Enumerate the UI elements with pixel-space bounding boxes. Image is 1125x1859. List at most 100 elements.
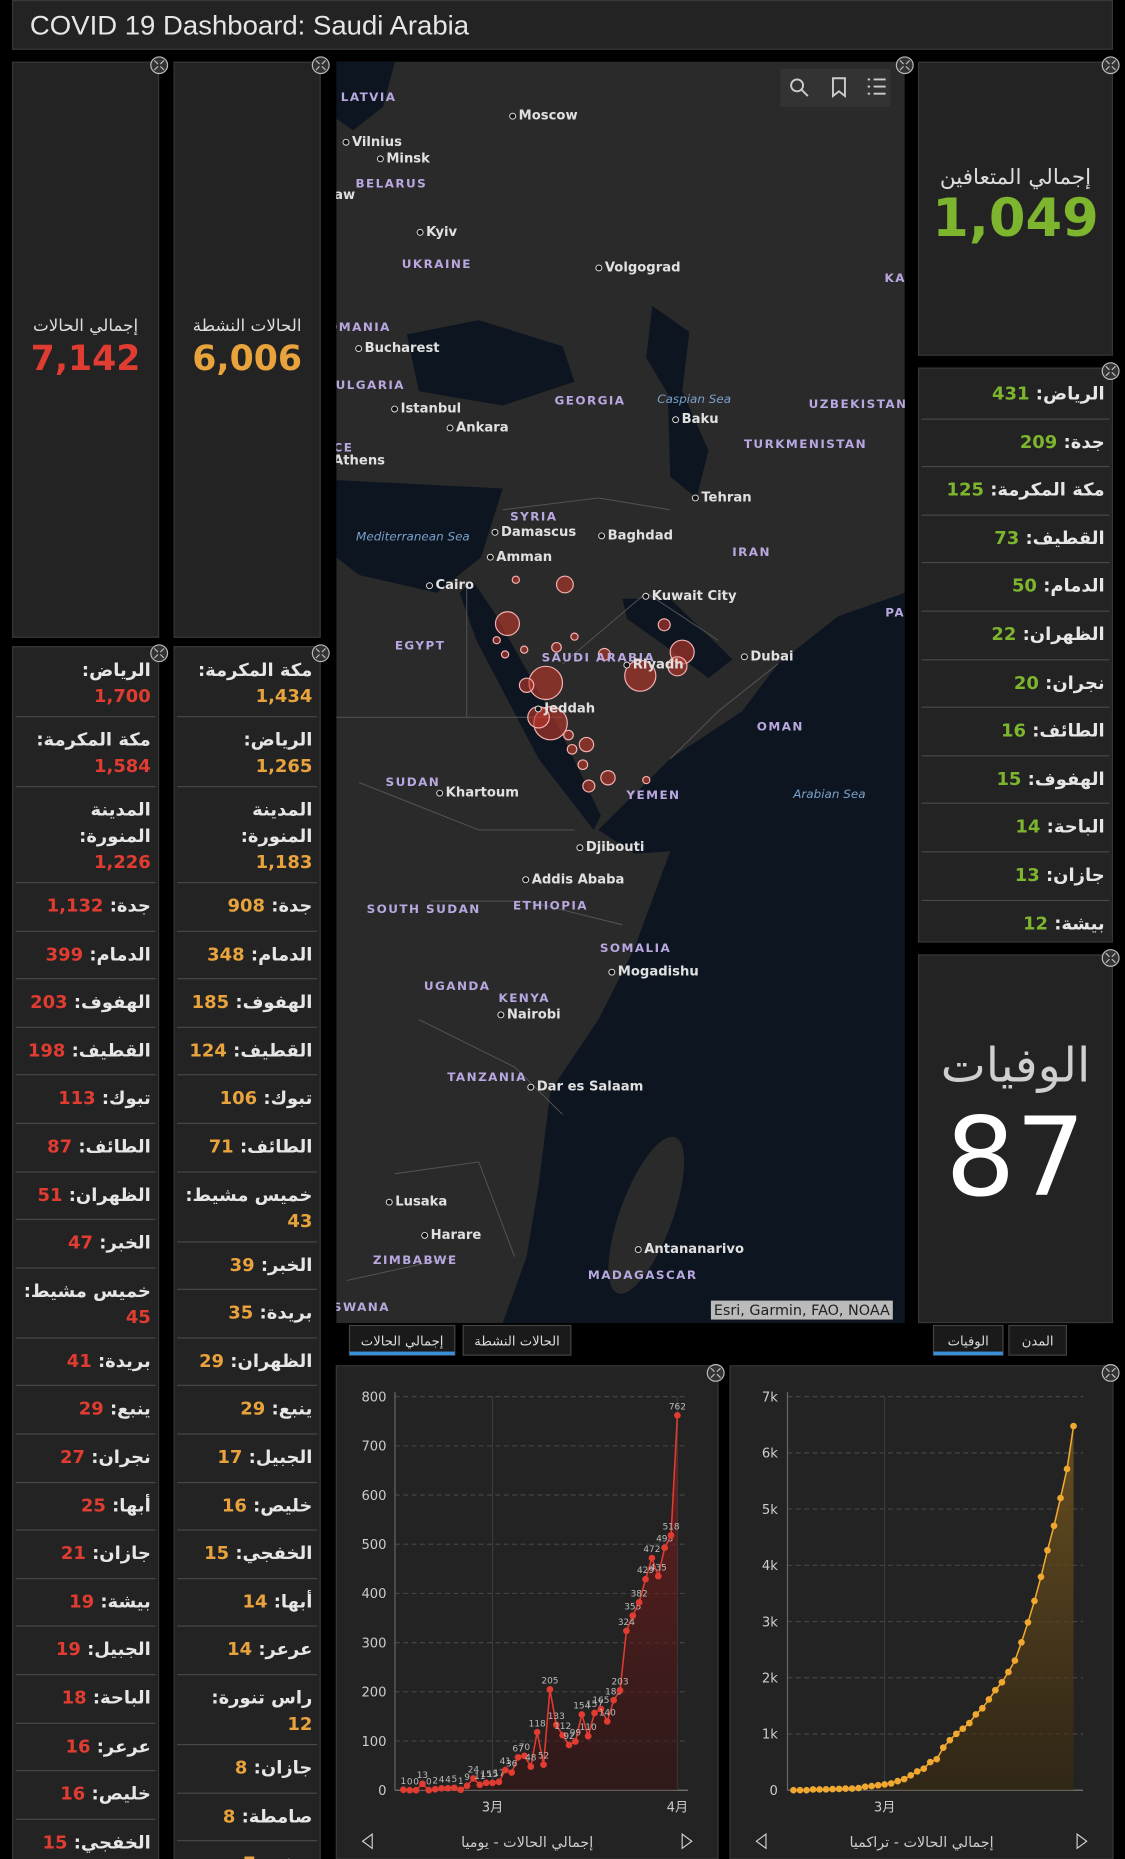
point[interactable] bbox=[546, 1686, 554, 1693]
point[interactable] bbox=[406, 1786, 414, 1794]
point[interactable] bbox=[661, 1544, 668, 1551]
expand-button[interactable] bbox=[150, 56, 169, 75]
point[interactable] bbox=[933, 1755, 941, 1763]
point[interactable] bbox=[894, 1777, 902, 1785]
point[interactable] bbox=[654, 1572, 662, 1580]
point[interactable] bbox=[809, 1786, 817, 1793]
point[interactable] bbox=[959, 1725, 967, 1732]
tab-label[interactable]: إجمالي الحالات bbox=[361, 1335, 444, 1350]
expand-button[interactable] bbox=[311, 56, 330, 75]
point[interactable] bbox=[514, 1753, 522, 1761]
point[interactable] bbox=[495, 1778, 503, 1786]
point[interactable] bbox=[1070, 1422, 1077, 1430]
point[interactable] bbox=[642, 1575, 649, 1583]
point[interactable] bbox=[572, 1738, 579, 1745]
prev-button[interactable] bbox=[755, 1832, 767, 1850]
point[interactable] bbox=[881, 1781, 889, 1788]
point[interactable] bbox=[527, 1763, 535, 1770]
point[interactable] bbox=[533, 1728, 541, 1736]
point[interactable] bbox=[939, 1744, 947, 1751]
point[interactable] bbox=[648, 1554, 656, 1562]
point[interactable] bbox=[868, 1782, 875, 1790]
tab[interactable] bbox=[462, 1324, 572, 1356]
expand-button[interactable] bbox=[1101, 1364, 1120, 1382]
point[interactable] bbox=[913, 1768, 921, 1775]
tab[interactable] bbox=[1008, 1324, 1067, 1356]
point[interactable] bbox=[438, 1784, 445, 1792]
point[interactable] bbox=[796, 1786, 804, 1794]
point[interactable] bbox=[1050, 1522, 1058, 1530]
point[interactable] bbox=[616, 1687, 624, 1694]
expand-button[interactable] bbox=[1101, 362, 1120, 380]
point[interactable] bbox=[1018, 1639, 1025, 1646]
point[interactable] bbox=[412, 1786, 420, 1794]
point[interactable] bbox=[848, 1785, 856, 1792]
prev-button[interactable] bbox=[361, 1832, 373, 1850]
point[interactable] bbox=[444, 1784, 452, 1792]
point[interactable] bbox=[559, 1731, 567, 1739]
point[interactable] bbox=[591, 1709, 598, 1717]
point[interactable] bbox=[431, 1785, 439, 1793]
expand-button[interactable] bbox=[706, 1364, 725, 1382]
point[interactable] bbox=[1063, 1465, 1071, 1473]
point[interactable] bbox=[565, 1741, 573, 1749]
point[interactable] bbox=[790, 1786, 797, 1794]
point[interactable] bbox=[470, 1775, 477, 1782]
point[interactable] bbox=[803, 1786, 810, 1794]
point[interactable] bbox=[635, 1598, 643, 1606]
point[interactable] bbox=[1031, 1597, 1038, 1605]
point[interactable] bbox=[1024, 1619, 1032, 1626]
expand-button[interactable] bbox=[1101, 56, 1120, 75]
tab[interactable] bbox=[348, 1324, 456, 1356]
point[interactable] bbox=[926, 1758, 934, 1766]
point[interactable] bbox=[992, 1686, 999, 1694]
point[interactable] bbox=[425, 1786, 433, 1794]
point[interactable] bbox=[584, 1732, 592, 1740]
point[interactable] bbox=[597, 1705, 605, 1713]
tab[interactable] bbox=[932, 1324, 1004, 1356]
point[interactable] bbox=[1011, 1657, 1019, 1664]
tab-label[interactable]: المدن bbox=[1022, 1335, 1054, 1350]
toolbar-icons[interactable] bbox=[790, 77, 886, 99]
expand-button[interactable] bbox=[1101, 949, 1120, 967]
point[interactable] bbox=[998, 1678, 1006, 1686]
point[interactable] bbox=[816, 1786, 823, 1793]
point[interactable] bbox=[603, 1718, 611, 1725]
point[interactable] bbox=[463, 1782, 471, 1790]
next-button[interactable] bbox=[1076, 1832, 1088, 1850]
expand-button[interactable] bbox=[311, 644, 330, 663]
point[interactable] bbox=[965, 1719, 973, 1727]
tab-label[interactable]: الحالات النشطة bbox=[474, 1335, 559, 1350]
point[interactable] bbox=[629, 1612, 637, 1619]
point[interactable] bbox=[920, 1765, 928, 1773]
expand-button[interactable] bbox=[895, 56, 914, 75]
point[interactable] bbox=[874, 1781, 882, 1789]
point[interactable] bbox=[1057, 1494, 1064, 1502]
point[interactable] bbox=[667, 1532, 675, 1539]
point[interactable] bbox=[887, 1780, 895, 1787]
point[interactable] bbox=[521, 1752, 528, 1760]
point[interactable] bbox=[985, 1696, 993, 1703]
point[interactable] bbox=[952, 1730, 960, 1738]
point[interactable] bbox=[822, 1786, 830, 1793]
point[interactable] bbox=[610, 1696, 618, 1704]
point[interactable] bbox=[623, 1627, 630, 1635]
point[interactable] bbox=[482, 1779, 490, 1787]
point[interactable] bbox=[399, 1786, 407, 1794]
point[interactable] bbox=[476, 1781, 484, 1789]
point[interactable] bbox=[835, 1785, 843, 1793]
point[interactable] bbox=[552, 1721, 560, 1729]
point[interactable] bbox=[907, 1772, 915, 1779]
point[interactable] bbox=[450, 1784, 458, 1792]
point[interactable] bbox=[946, 1736, 954, 1744]
point[interactable] bbox=[1037, 1573, 1045, 1581]
expand-button[interactable] bbox=[150, 644, 169, 663]
point[interactable] bbox=[979, 1704, 986, 1712]
point[interactable] bbox=[501, 1766, 509, 1774]
tab-label[interactable]: الوفيات bbox=[948, 1335, 989, 1350]
point[interactable] bbox=[508, 1769, 516, 1776]
point[interactable] bbox=[578, 1711, 586, 1718]
point[interactable] bbox=[540, 1761, 547, 1768]
point[interactable] bbox=[829, 1785, 836, 1793]
